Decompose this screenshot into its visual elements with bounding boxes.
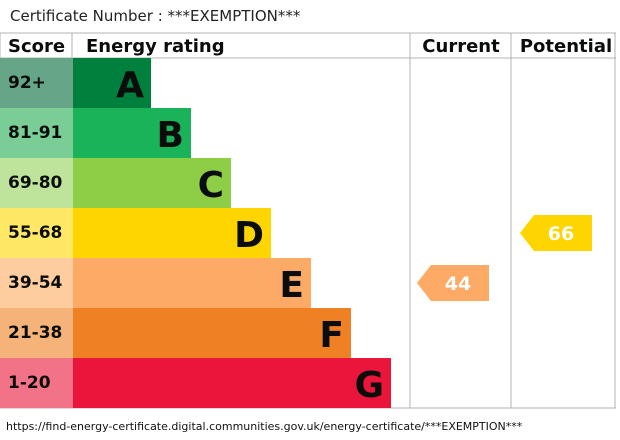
rating-letter-e: E (279, 265, 304, 306)
potential-rating-arrow (520, 215, 592, 251)
score-label-g: 1-20 (8, 373, 51, 393)
epc-chart: Score Energy rating Current Potential 92… (0, 32, 616, 409)
certificate-number: Certificate Number : ***EXEMPTION*** (10, 7, 301, 25)
rating-bar-f (73, 308, 351, 358)
score-label-f: 21-38 (8, 323, 62, 343)
epc-chart-svg: Score Energy rating Current Potential 92… (0, 32, 616, 409)
column-header-energy-rating: Energy rating (86, 36, 225, 57)
rating-bar-b (73, 108, 191, 158)
rating-bar-c (73, 158, 231, 208)
current-rating-arrow (417, 265, 489, 301)
column-header-potential: Potential (520, 36, 612, 57)
current-rating-value: 44 (445, 273, 471, 295)
score-label-a: 92+ (8, 73, 46, 93)
rating-bar-d (73, 208, 271, 258)
score-label-b: 81-91 (8, 123, 62, 143)
rating-letter-a: A (116, 65, 144, 106)
potential-rating-value: 66 (548, 223, 574, 245)
score-cell-d (0, 208, 73, 258)
score-cell-a (0, 58, 73, 108)
score-label-c: 69-80 (8, 173, 63, 193)
rating-markers: 44 66 (417, 215, 592, 301)
rating-bar-g (73, 358, 391, 408)
column-header-score: Score (8, 36, 65, 57)
score-cell-c (0, 158, 73, 208)
score-cell-e (0, 258, 73, 308)
rating-letter-f: F (319, 315, 344, 356)
rating-letter-g: G (354, 365, 384, 406)
certificate-url: https://find-energy-certificate.digital.… (6, 420, 523, 433)
score-cell-g (0, 358, 73, 408)
rating-letter-d: D (234, 215, 264, 256)
score-cell-f (0, 308, 73, 358)
rating-bands: 92+ A 81-91 B 69-80 C 55-68 D 39-54 E 21-38 F 1-20 G (0, 58, 391, 408)
score-cell-b (0, 108, 73, 158)
score-label-d: 55-68 (8, 223, 62, 243)
column-header-current: Current (422, 36, 500, 57)
rating-letter-c: C (198, 165, 224, 206)
rating-bar-e (73, 258, 311, 308)
score-label-e: 39-54 (8, 273, 63, 293)
rating-letter-b: B (157, 115, 184, 156)
rating-bar-a (73, 58, 151, 108)
